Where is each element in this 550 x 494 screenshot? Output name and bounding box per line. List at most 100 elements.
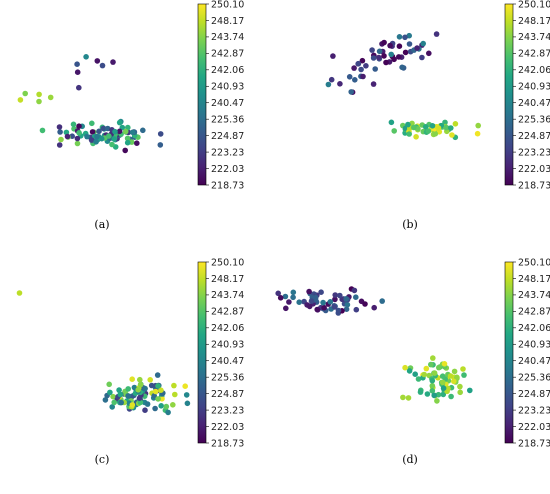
scatter-point <box>432 131 439 137</box>
scatter-point <box>358 66 364 73</box>
panel-d: 250.10 248.17 243.74 242.87 242.06 240.93 240.… <box>275 257 550 466</box>
colorbar-tick-label: 224.87 <box>211 131 244 142</box>
colorbar-tick-label: 240.47 <box>211 356 244 367</box>
colorbar-tick-label: 223.23 <box>518 147 550 158</box>
scatter-point <box>152 388 159 395</box>
scatter-point <box>116 119 123 126</box>
scatter-point <box>158 403 164 409</box>
colorbar-tick-label: 248.17 <box>518 274 550 285</box>
colorbar-tick-label: 224.87 <box>518 389 550 400</box>
scatter-point <box>429 377 436 384</box>
scatter-point <box>84 133 90 140</box>
scatter-point <box>460 366 466 372</box>
scatter-point <box>76 130 82 136</box>
scatter-point <box>183 392 190 398</box>
colorbar-tick-label: 243.74 <box>211 290 244 301</box>
scatter-point <box>142 385 148 392</box>
scatter-point <box>171 382 177 389</box>
scatter-point <box>306 288 312 295</box>
scatter-point <box>406 32 413 39</box>
colorbar-tick-label: 240.47 <box>518 356 550 367</box>
scatter-point <box>125 386 131 392</box>
scatter-point <box>96 128 102 135</box>
scatter-point <box>413 134 419 140</box>
colorbar-tick-label: 218.73 <box>518 180 550 191</box>
scatter-point <box>337 292 343 299</box>
scatter-point <box>321 304 327 311</box>
scatter-point <box>399 64 405 71</box>
scatter-point <box>330 53 336 59</box>
scatter-point <box>400 394 406 401</box>
scatter-point <box>331 304 338 310</box>
scatter-point <box>425 128 432 134</box>
scatter-point <box>454 374 460 381</box>
scatter-point <box>129 376 135 383</box>
scatter-point <box>39 127 46 134</box>
scatter-point <box>325 81 332 88</box>
colorbar-tick-label: 222.03 <box>518 422 550 433</box>
scatter-point <box>405 121 411 128</box>
scatter-point <box>419 54 425 61</box>
scatter-point <box>396 34 403 40</box>
scatter-point <box>457 389 464 396</box>
scatter-point <box>122 128 129 135</box>
scatter-point <box>388 51 395 58</box>
scatter-point <box>157 131 164 137</box>
scatter-point <box>448 125 454 131</box>
scatter-point <box>306 303 313 310</box>
scatter-point <box>290 289 297 296</box>
scatter-point <box>405 395 412 401</box>
scatter-point <box>443 124 450 131</box>
scatter-point <box>107 389 113 396</box>
scatter-point <box>282 293 289 300</box>
scatter-point <box>417 389 424 395</box>
scatter-point <box>106 133 112 139</box>
scatter-point <box>147 377 153 383</box>
scatter-point <box>122 147 128 154</box>
scatter-point <box>172 391 178 398</box>
scatter-point <box>22 90 29 97</box>
scatter-point <box>396 43 403 49</box>
scatter-point <box>435 391 442 398</box>
colorbar-tick-label: 248.17 <box>211 16 244 27</box>
scatter-point <box>396 54 402 60</box>
scatter-point <box>99 62 106 69</box>
colorbar-tick-label: 222.03 <box>211 422 244 433</box>
scatter-point <box>467 387 473 394</box>
scatter-point <box>110 59 116 65</box>
colorbar-tick-label: 218.73 <box>518 438 550 449</box>
scatter-point <box>74 61 80 67</box>
scatter-point <box>124 135 131 142</box>
scatter-point <box>440 385 447 392</box>
scatter-point <box>117 391 124 398</box>
colorbar-tick-label: 240.93 <box>518 340 550 351</box>
colorbar <box>504 261 514 444</box>
scatter-point <box>277 295 284 301</box>
scatter-point <box>57 129 63 135</box>
scatter-point <box>136 395 143 402</box>
panel-c: 250.10 248.17 243.74 242.87 242.06 240.93 240.… <box>16 257 244 466</box>
scatter-point <box>406 131 413 137</box>
scatter-point <box>155 396 161 402</box>
scatter-point <box>328 76 335 83</box>
scatter-point <box>102 397 109 403</box>
scatter-point <box>431 392 438 399</box>
colorbar-tick-label: 250.10 <box>518 0 550 10</box>
scatter-point <box>286 299 292 305</box>
scatter-point <box>447 373 454 379</box>
colorbar-tick-label: 223.23 <box>211 405 244 416</box>
scatter-point <box>308 298 315 304</box>
scatter-point <box>433 31 440 37</box>
scatter-point <box>445 385 451 392</box>
scatter-point <box>290 294 296 301</box>
colorbar <box>197 3 207 186</box>
colorbar-tick-label: 242.06 <box>518 65 550 76</box>
scatter-point <box>155 383 161 389</box>
scatter-point <box>360 73 366 80</box>
scatter-point <box>332 296 338 303</box>
panel-b: 250.10 248.17 243.74 242.87 242.06 240.93 240.… <box>325 0 550 231</box>
colorbar-tick-label: 240.93 <box>518 82 550 93</box>
scatter-point <box>116 387 122 393</box>
scatter-point <box>355 60 362 67</box>
